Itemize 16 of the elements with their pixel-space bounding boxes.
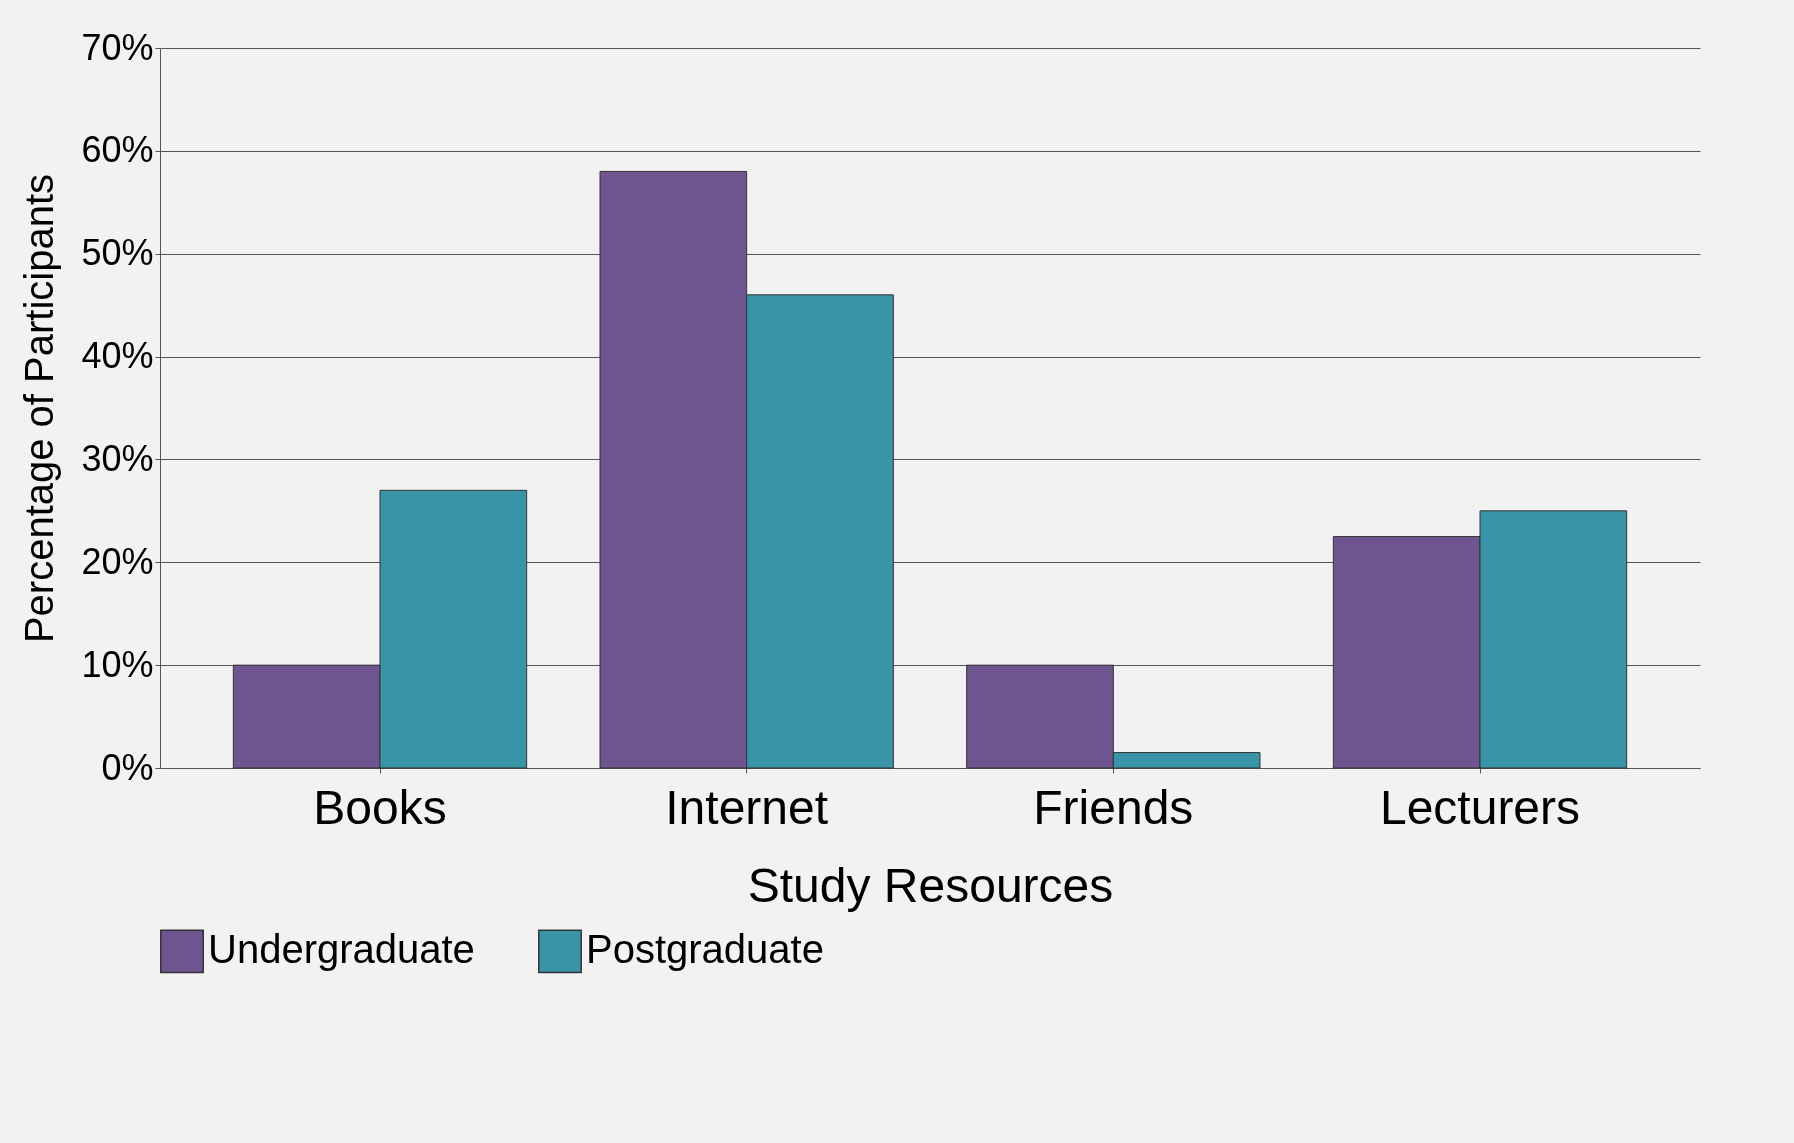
x-tick-label: Friends: [1033, 780, 1194, 834]
x-axis-title: Study Resources: [747, 858, 1114, 912]
x-tick-label: Books: [313, 780, 447, 834]
y-tick-label: 20%: [81, 540, 154, 582]
y-tick-label: 0%: [101, 746, 154, 788]
y-tick-label: 30%: [81, 437, 154, 479]
y-tick-label: 50%: [81, 232, 154, 274]
y-tick-label: 40%: [81, 335, 154, 377]
y-tick-label: 70%: [81, 26, 154, 68]
y-axis-title: Percentage of Participants: [17, 173, 62, 644]
x-tick-label: Internet: [665, 780, 829, 834]
legend-label: Undergraduate: [208, 927, 475, 972]
y-tick-label: 10%: [81, 643, 154, 685]
legend-label: Postgraduate: [586, 927, 824, 972]
y-tick-label: 60%: [81, 129, 154, 171]
x-tick-label: Lecturers: [1379, 780, 1581, 834]
